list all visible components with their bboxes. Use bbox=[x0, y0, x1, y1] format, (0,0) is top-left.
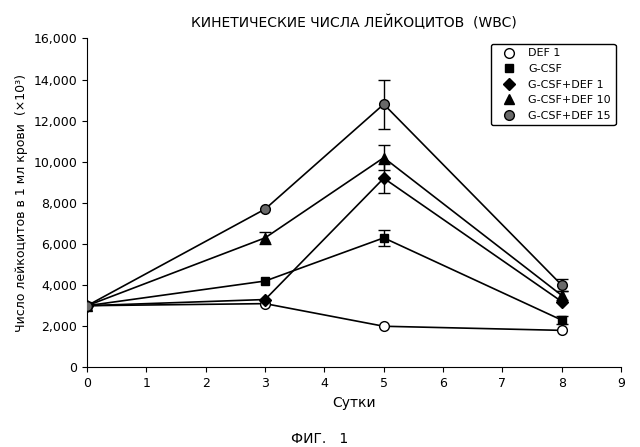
Legend: DEF 1, G-CSF, G-CSF+DEF 1, G-CSF+DEF 10, G-CSF+DEF 15: DEF 1, G-CSF, G-CSF+DEF 1, G-CSF+DEF 10,… bbox=[491, 44, 616, 125]
DEF 1 bbox=[558, 328, 566, 333]
G-CSF+DEF 1 bbox=[558, 299, 566, 304]
G-CSF+DEF 10 bbox=[261, 235, 269, 240]
Line: DEF 1: DEF 1 bbox=[83, 299, 566, 335]
G-CSF bbox=[261, 278, 269, 284]
Line: G-CSF+DEF 10: G-CSF+DEF 10 bbox=[83, 153, 566, 311]
DEF 1 bbox=[83, 303, 91, 308]
G-CSF bbox=[83, 303, 91, 308]
Text: ФИГ.   1: ФИГ. 1 bbox=[291, 431, 349, 446]
Title: КИНЕТИЧЕСКИЕ ЧИСЛА ЛЕЙКОЦИТОВ  (WBC): КИНЕТИЧЕСКИЕ ЧИСЛА ЛЕЙКОЦИТОВ (WBC) bbox=[191, 15, 517, 30]
G-CSF+DEF 1 bbox=[83, 303, 91, 308]
G-CSF bbox=[558, 317, 566, 323]
Line: G-CSF: G-CSF bbox=[83, 234, 566, 324]
DEF 1 bbox=[380, 324, 388, 329]
G-CSF+DEF 10 bbox=[558, 293, 566, 298]
Y-axis label: Число лейкоцитов в 1 мл крови  (×10³): Число лейкоцитов в 1 мл крови (×10³) bbox=[15, 74, 28, 332]
G-CSF+DEF 15 bbox=[558, 283, 566, 288]
G-CSF+DEF 1 bbox=[261, 297, 269, 302]
G-CSF+DEF 15 bbox=[380, 101, 388, 107]
Line: G-CSF+DEF 1: G-CSF+DEF 1 bbox=[83, 174, 566, 310]
G-CSF+DEF 15 bbox=[261, 207, 269, 212]
DEF 1 bbox=[261, 301, 269, 306]
G-CSF+DEF 1 bbox=[380, 176, 388, 181]
G-CSF bbox=[380, 235, 388, 240]
G-CSF+DEF 10 bbox=[380, 155, 388, 160]
G-CSF+DEF 15 bbox=[83, 303, 91, 308]
X-axis label: Сутки: Сутки bbox=[332, 396, 376, 409]
G-CSF+DEF 10 bbox=[83, 303, 91, 308]
Line: G-CSF+DEF 15: G-CSF+DEF 15 bbox=[83, 99, 566, 311]
